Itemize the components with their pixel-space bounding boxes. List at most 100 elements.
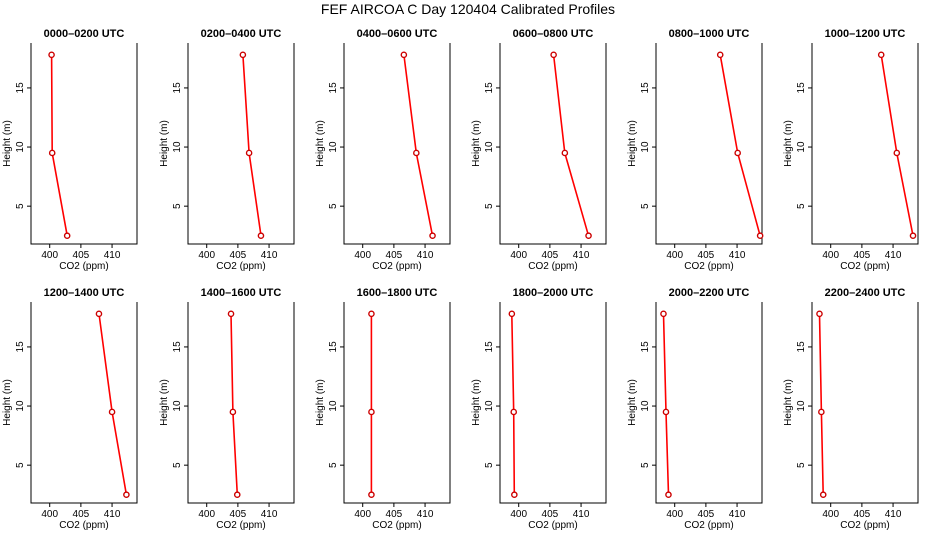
x-tick-label: 405	[854, 509, 871, 520]
data-point	[561, 149, 569, 157]
x-tick-label: 405	[230, 250, 247, 261]
x-axis-label: CO2 (ppm)	[216, 520, 265, 531]
data-point	[819, 491, 827, 499]
data-point	[233, 491, 241, 499]
y-tick-label: 15	[640, 341, 651, 353]
data-point	[63, 232, 71, 240]
data-point	[123, 491, 130, 499]
data-point	[368, 491, 375, 499]
panel-2: 0400–0600 UTC 400 405 410 5 10 15 CO2 (ppm) Heig…	[315, 28, 451, 272]
panel-title: 1200–1400 UTC	[44, 287, 125, 299]
plot-frame	[30, 43, 138, 245]
panel-1: 0200–0400 UTC 400 405 410 5 10 15 CO2 (ppm) Heig…	[159, 28, 295, 272]
panel-title: 0200–0400 UTC	[201, 28, 282, 40]
data-point	[429, 232, 436, 240]
data-point	[716, 51, 724, 59]
x-axis-label: CO2 (ppm)	[372, 520, 421, 531]
y-tick-label: 15	[484, 82, 495, 94]
y-tick-label: 10	[796, 141, 807, 153]
panel-8: 1600–1800 UTC 400 405 410 5 10 15 CO2 (ppm) Heig…	[315, 287, 451, 531]
data-point	[662, 408, 670, 416]
data-point	[660, 310, 667, 318]
x-tick-label: 405	[698, 509, 715, 520]
y-tick-label: 15	[796, 341, 807, 353]
x-axis-label: CO2 (ppm)	[59, 261, 108, 272]
panel-11: 2200–2400 UTC 400 405 410 5 10 15 CO2 (ppm) Heig…	[783, 287, 919, 531]
y-tick-label: 5	[484, 203, 495, 209]
y-tick-label: 5	[796, 462, 807, 468]
data-point	[108, 408, 116, 416]
panel-title: 1600–1800 UTC	[357, 287, 438, 299]
x-tick-label: 410	[885, 509, 902, 520]
x-tick-label: 405	[73, 509, 90, 520]
x-tick-label: 410	[104, 509, 121, 520]
y-tick-label: 5	[328, 462, 339, 468]
plot-frame	[30, 302, 138, 504]
y-axis-label: Height (m)	[627, 379, 638, 426]
y-tick-label: 10	[172, 141, 183, 153]
x-tick-label: 410	[417, 250, 434, 261]
y-tick-label: 15	[15, 82, 26, 94]
data-point	[665, 491, 672, 499]
figure-title: FEF AIRCOA C Day 120404 Calibrated Profi…	[321, 1, 615, 17]
panel-title: 1800–2000 UTC	[513, 287, 594, 299]
data-point	[510, 408, 518, 416]
y-tick-label: 15	[328, 82, 339, 94]
y-axis-label: Height (m)	[159, 379, 170, 426]
plot-frame	[343, 43, 451, 245]
x-tick-label: 405	[386, 250, 403, 261]
x-axis-label: CO2 (ppm)	[684, 520, 733, 531]
x-tick-label: 410	[729, 509, 746, 520]
data-point	[756, 232, 764, 240]
panel-title: 1400–1600 UTC	[201, 287, 282, 299]
x-axis-label: CO2 (ppm)	[528, 520, 577, 531]
y-tick-label: 5	[328, 203, 339, 209]
data-point	[550, 51, 557, 59]
data-point	[239, 51, 247, 59]
y-tick-label: 5	[15, 203, 26, 209]
plot-frame	[811, 43, 919, 245]
y-tick-label: 5	[640, 203, 651, 209]
x-tick-label: 410	[573, 509, 590, 520]
x-tick-label: 400	[41, 509, 58, 520]
x-tick-label: 400	[510, 250, 527, 261]
x-tick-label: 400	[822, 509, 839, 520]
x-axis-label: CO2 (ppm)	[840, 261, 889, 272]
x-tick-label: 405	[73, 250, 90, 261]
x-axis-label: CO2 (ppm)	[216, 261, 265, 272]
panel-title: 0600–0800 UTC	[513, 28, 594, 40]
panel-5: 1000–1200 UTC 400 405 410 5 10 15 CO2 (ppm) Heig…	[783, 28, 919, 272]
x-axis-label: CO2 (ppm)	[59, 520, 108, 531]
plot-frame	[811, 302, 919, 504]
plot-frame	[343, 302, 451, 504]
y-tick-label: 10	[328, 400, 339, 412]
y-tick-label: 10	[15, 141, 26, 153]
x-tick-label: 405	[542, 250, 559, 261]
x-axis-label: CO2 (ppm)	[528, 261, 577, 272]
y-tick-label: 10	[796, 400, 807, 412]
panel-title: 0400–0600 UTC	[357, 28, 438, 40]
plot-frame	[499, 302, 607, 504]
panel-10: 2000–2200 UTC 400 405 410 5 10 15 CO2 (ppm) Heig…	[627, 287, 763, 531]
y-tick-label: 5	[172, 203, 183, 209]
y-axis-label: Height (m)	[315, 120, 326, 167]
y-tick-label: 15	[484, 341, 495, 353]
y-tick-label: 15	[172, 82, 183, 94]
y-tick-label: 5	[15, 462, 26, 468]
y-tick-label: 10	[640, 141, 651, 153]
panel-title: 0800–1000 UTC	[669, 28, 750, 40]
y-tick-label: 10	[484, 141, 495, 153]
y-tick-label: 15	[796, 82, 807, 94]
plot-frame	[655, 302, 763, 504]
y-axis-label: Height (m)	[315, 379, 326, 426]
panel-title: 2200–2400 UTC	[825, 287, 906, 299]
y-tick-label: 5	[484, 462, 495, 468]
panel-7: 1400–1600 UTC 400 405 410 5 10 15 CO2 (ppm) Heig…	[159, 287, 295, 531]
y-tick-label: 5	[172, 462, 183, 468]
data-point	[48, 51, 55, 59]
y-tick-label: 15	[15, 341, 26, 353]
x-tick-label: 410	[261, 250, 278, 261]
x-axis-label: CO2 (ppm)	[684, 261, 733, 272]
data-point	[585, 232, 592, 240]
x-tick-label: 405	[854, 250, 871, 261]
